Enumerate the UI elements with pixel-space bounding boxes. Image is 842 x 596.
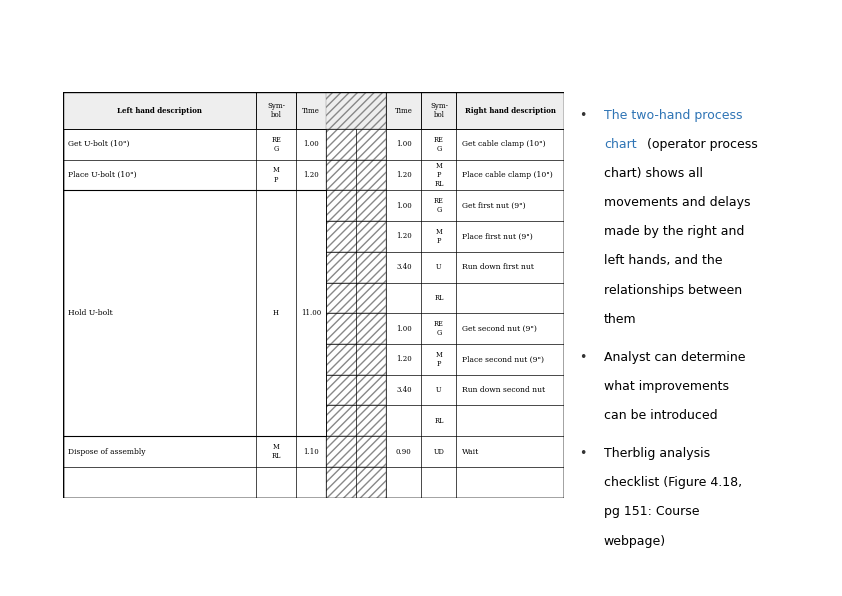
- Text: Sym-
bol: Sym- bol: [430, 102, 448, 119]
- Text: pg 151: Course: pg 151: Course: [604, 505, 700, 519]
- Text: M
P
RL: M P RL: [434, 162, 444, 188]
- Text: 1.00: 1.00: [303, 140, 319, 148]
- Bar: [63, 92, 256, 129]
- Text: 1.20: 1.20: [396, 232, 412, 240]
- Text: 0.90: 0.90: [396, 448, 412, 455]
- Text: Sym-
bol: Sym- bol: [267, 102, 285, 119]
- Text: Place first nut (9"): Place first nut (9"): [462, 232, 533, 240]
- Text: (operator process: (operator process: [647, 138, 758, 151]
- Text: H: H: [273, 309, 279, 317]
- Bar: [296, 92, 326, 129]
- Text: what improvements: what improvements: [604, 380, 729, 393]
- Text: Dispose of assembly: Dispose of assembly: [68, 448, 146, 455]
- Bar: [421, 92, 456, 129]
- Text: 1.00: 1.00: [396, 201, 412, 210]
- Text: RE
G: RE G: [434, 136, 444, 153]
- Text: webpage): webpage): [604, 535, 666, 548]
- Text: Get second nut (9"): Get second nut (9"): [462, 325, 537, 333]
- Text: chart: chart: [604, 138, 637, 151]
- Bar: [326, 313, 386, 344]
- Text: U: U: [436, 386, 442, 394]
- Bar: [326, 221, 386, 252]
- Bar: [456, 92, 564, 129]
- Text: M
P: M P: [435, 228, 442, 245]
- Text: 1.20: 1.20: [396, 171, 412, 179]
- Text: 1.00: 1.00: [396, 140, 412, 148]
- Text: Left hand description: Left hand description: [117, 107, 202, 114]
- Bar: [326, 92, 386, 129]
- Bar: [326, 92, 386, 129]
- Bar: [326, 467, 386, 498]
- Bar: [326, 252, 386, 283]
- Text: RE
G: RE G: [434, 320, 444, 337]
- Text: movements and delays: movements and delays: [604, 196, 750, 209]
- Bar: [326, 375, 386, 405]
- Text: M
P: M P: [273, 166, 280, 184]
- Text: left hands, and the: left hands, and the: [604, 254, 722, 268]
- Text: relationships between: relationships between: [604, 284, 742, 297]
- Text: Analyst can determine: Analyst can determine: [604, 351, 745, 364]
- Text: M
RL: M RL: [271, 443, 280, 460]
- Bar: [326, 283, 386, 313]
- Text: Place U-bolt (10"): Place U-bolt (10"): [68, 171, 136, 179]
- Text: RE
G: RE G: [271, 136, 281, 153]
- Text: Therblig analysis: Therblig analysis: [604, 447, 710, 460]
- Text: 3.40: 3.40: [396, 386, 412, 394]
- Text: Place cable clamp (10"): Place cable clamp (10"): [462, 171, 553, 179]
- Text: Run down second nut: Run down second nut: [462, 386, 546, 394]
- Text: Get cable clamp (10"): Get cable clamp (10"): [462, 140, 546, 148]
- Text: •: •: [579, 108, 587, 122]
- Text: can be introduced: can be introduced: [604, 409, 717, 422]
- Text: checklist (Figure 4.18,: checklist (Figure 4.18,: [604, 476, 742, 489]
- Text: 1.00: 1.00: [396, 325, 412, 333]
- Text: RE
G: RE G: [434, 197, 444, 215]
- Text: •: •: [579, 447, 587, 460]
- Text: made by the right and: made by the right and: [604, 225, 744, 238]
- Bar: [326, 344, 386, 375]
- Bar: [256, 92, 296, 129]
- Bar: [326, 436, 386, 467]
- Text: Get first nut (9"): Get first nut (9"): [462, 201, 526, 210]
- Text: 1.20: 1.20: [396, 355, 412, 364]
- Bar: [326, 190, 386, 221]
- Text: RL: RL: [434, 417, 444, 425]
- Text: •: •: [579, 351, 587, 364]
- Text: The two-hand process: The two-hand process: [604, 108, 743, 122]
- Text: 3.40: 3.40: [396, 263, 412, 271]
- Text: Time: Time: [302, 107, 320, 114]
- Text: Right hand description: Right hand description: [465, 107, 556, 114]
- Text: 1.20: 1.20: [303, 171, 319, 179]
- Text: Wait: Wait: [462, 448, 480, 455]
- Text: Time: Time: [395, 107, 413, 114]
- Text: U: U: [436, 263, 442, 271]
- Text: 11.00: 11.00: [301, 309, 322, 317]
- Text: M
P: M P: [435, 351, 442, 368]
- Text: The two-hand process chart: The two-hand process chart: [19, 23, 477, 51]
- Bar: [386, 92, 421, 129]
- Text: UD: UD: [434, 448, 445, 455]
- Text: RL: RL: [434, 294, 444, 302]
- Bar: [326, 129, 386, 160]
- Text: Place second nut (9"): Place second nut (9"): [462, 355, 545, 364]
- Text: Manual Work Design: Manual Work Design: [484, 563, 661, 578]
- Text: Hold U-bolt: Hold U-bolt: [68, 309, 113, 317]
- Text: Run down first nut: Run down first nut: [462, 263, 535, 271]
- Bar: [326, 160, 386, 190]
- Text: Get U-bolt (10"): Get U-bolt (10"): [68, 140, 130, 148]
- Text: 1.10: 1.10: [303, 448, 319, 455]
- Text: chart) shows all: chart) shows all: [604, 167, 703, 180]
- Text: them: them: [604, 313, 637, 326]
- Bar: [326, 405, 386, 436]
- Bar: [63, 190, 326, 436]
